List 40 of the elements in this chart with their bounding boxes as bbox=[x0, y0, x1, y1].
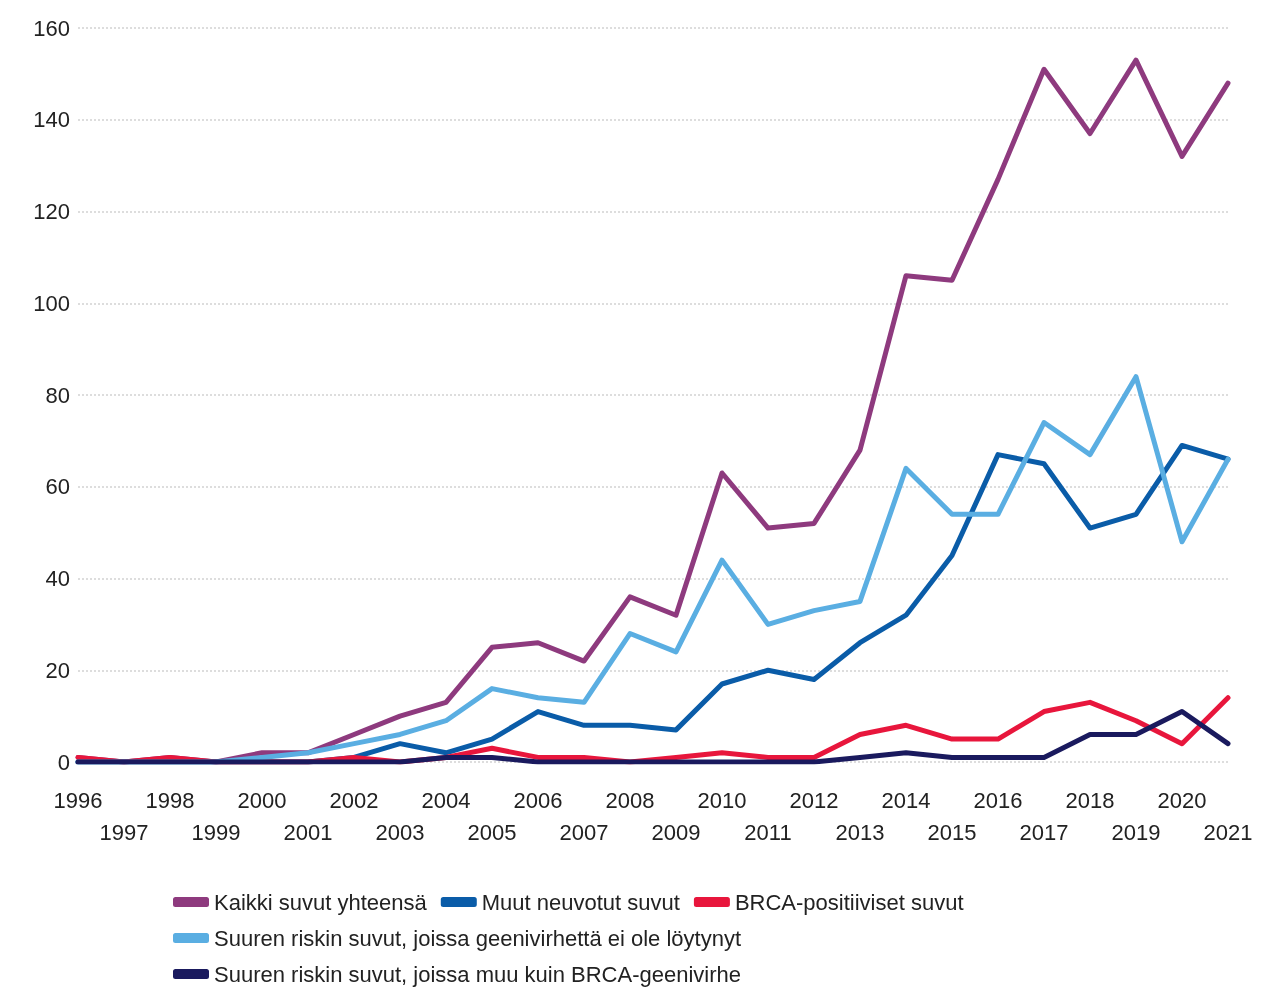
x-tick-label: 2006 bbox=[513, 787, 563, 813]
x-tick-label: 2000 bbox=[237, 787, 287, 813]
y-tick-label: 100 bbox=[33, 290, 70, 316]
x-tick-label: 2016 bbox=[973, 787, 1023, 813]
legend-label: Muut neuvotut suvut bbox=[481, 889, 680, 915]
x-tick-label: 2003 bbox=[375, 819, 425, 845]
x-tick-label: 2012 bbox=[789, 787, 839, 813]
legend-label: BRCA-positiiviset suvut bbox=[734, 889, 964, 915]
y-tick-label: 140 bbox=[33, 107, 70, 133]
y-tick-label: 120 bbox=[33, 199, 70, 224]
x-tick-label: 1996 bbox=[53, 787, 103, 813]
x-tick-label: 2014 bbox=[881, 787, 931, 813]
x-tick-label: 2007 bbox=[559, 819, 609, 845]
y-tick-label: 20 bbox=[45, 657, 70, 683]
y-tick-label: 60 bbox=[45, 474, 70, 500]
x-tick-label: 2009 bbox=[651, 819, 701, 845]
x-tick-label: 2019 bbox=[1111, 819, 1161, 845]
x-tick-label: 2013 bbox=[835, 819, 885, 845]
x-tick-label: 2018 bbox=[1065, 787, 1115, 813]
x-tick-label: 2002 bbox=[329, 787, 379, 813]
x-tick-label: 2005 bbox=[467, 819, 517, 845]
y-tick-label: 40 bbox=[45, 566, 70, 591]
legend-label: Suuren riskin suvut, joissa muu kuin BRCA-geenivirhe bbox=[214, 961, 742, 987]
y-tick-label: 0 bbox=[57, 749, 70, 775]
legend-label: Suuren riskin suvut, joissa geenivirhettä ei ole löytynyt bbox=[214, 925, 742, 951]
x-tick-label: 2010 bbox=[697, 787, 747, 813]
x-tick-label: 1997 bbox=[99, 819, 149, 845]
x-tick-label: 2011 bbox=[744, 819, 792, 845]
x-tick-label: 1999 bbox=[191, 819, 241, 845]
x-tick-label: 2004 bbox=[421, 787, 471, 813]
x-tick-label: 2015 bbox=[927, 819, 977, 845]
x-tick-label: 1998 bbox=[145, 787, 195, 813]
x-tick-label: 2021 bbox=[1203, 819, 1253, 845]
x-tick-label: 2020 bbox=[1157, 787, 1207, 813]
x-tick-label: 2017 bbox=[1019, 819, 1069, 845]
x-tick-label: 2001 bbox=[283, 819, 333, 845]
y-tick-label: 80 bbox=[45, 382, 70, 408]
y-tick-label: 160 bbox=[33, 15, 70, 41]
legend-label: Kaikki suvut yhteensä bbox=[214, 889, 428, 915]
x-tick-label: 2008 bbox=[605, 787, 655, 813]
